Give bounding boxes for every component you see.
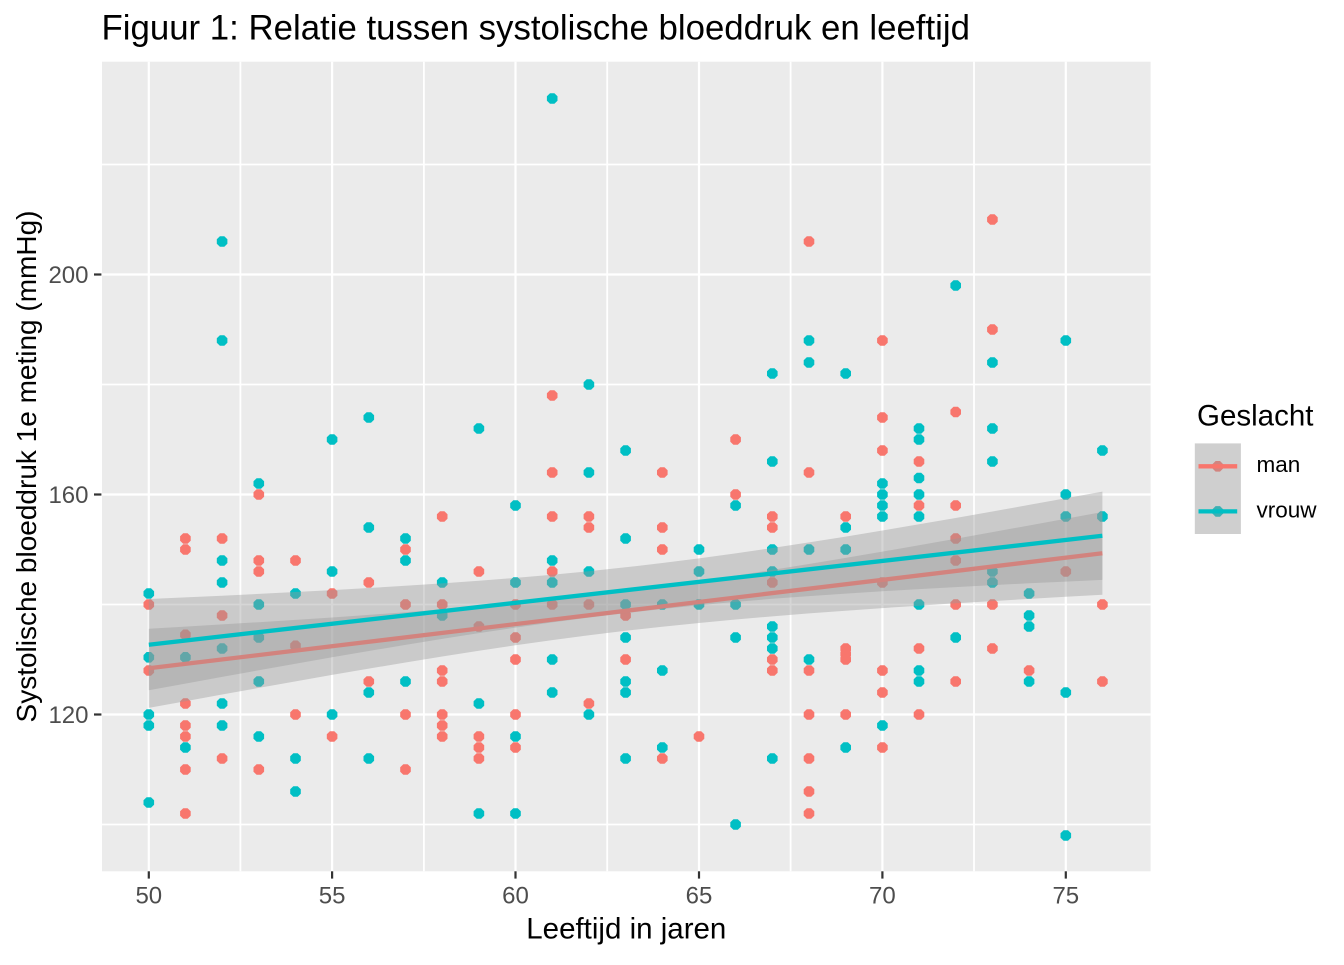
svg-text:Leeftijd in jaren: Leeftijd in jaren <box>526 913 726 946</box>
svg-text:55: 55 <box>319 883 346 910</box>
svg-text:200: 200 <box>48 262 88 289</box>
svg-text:man: man <box>1257 452 1301 477</box>
svg-text:Systolische bloeddruk 1e metin: Systolische bloeddruk 1e meting (mmHg) <box>11 211 42 723</box>
svg-text:60: 60 <box>502 883 529 910</box>
svg-text:160: 160 <box>48 482 88 509</box>
svg-text:50: 50 <box>135 883 162 910</box>
svg-text:Geslacht: Geslacht <box>1197 400 1313 433</box>
svg-text:120: 120 <box>48 702 88 729</box>
svg-text:vrouw: vrouw <box>1257 497 1318 522</box>
svg-text:70: 70 <box>869 883 896 910</box>
svg-text:Figuur 1: Relatie tussen systo: Figuur 1: Relatie tussen systolische blo… <box>102 9 970 48</box>
svg-text:75: 75 <box>1052 883 1079 910</box>
svg-text:65: 65 <box>686 883 713 910</box>
